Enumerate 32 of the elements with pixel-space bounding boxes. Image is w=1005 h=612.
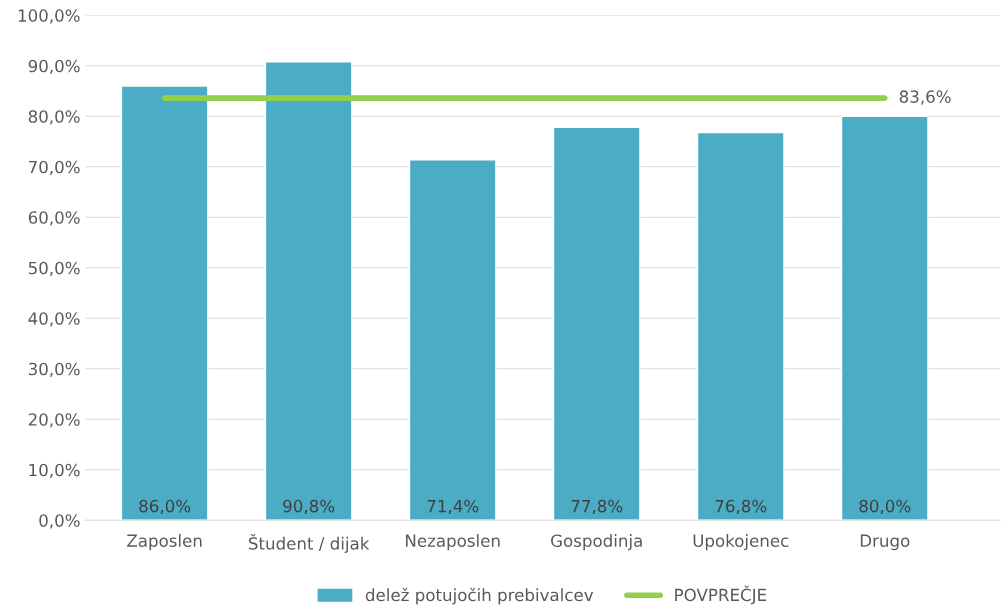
legend-label: delež potujočih prebivalcev [365, 587, 594, 605]
data-label: 80,0% [859, 499, 911, 515]
x-tick-label: Zaposlen [127, 534, 202, 551]
x-tick-label: Upokojenec [693, 534, 789, 551]
data-label: 71,4% [427, 499, 479, 515]
y-tick-label: 80,0% [28, 110, 80, 125]
bar [120, 85, 209, 521]
y-tick-label: 20,0% [28, 413, 80, 428]
y-tick-label: 60,0% [28, 211, 80, 226]
y-tick-label: 100,0% [18, 9, 80, 24]
y-tick-label: 70,0% [28, 160, 80, 176]
x-tick-label: Gospodinja [551, 534, 642, 551]
y-tick-label: 50,0% [28, 261, 80, 277]
bar [408, 159, 497, 521]
bar [696, 131, 785, 521]
data-label: 77,8% [571, 499, 623, 515]
y-tick-label: 0,0% [39, 514, 80, 529]
legend-label: POVPREČJE [675, 585, 767, 605]
data-label: 86,0% [139, 499, 191, 515]
y-tick-label: 90,0% [28, 59, 80, 75]
bar [264, 61, 353, 521]
x-tick-label: Nezaposlen [406, 534, 500, 551]
x-tick-label: Študent / dijak [249, 534, 370, 553]
y-tick-label: 40,0% [28, 312, 80, 327]
y-tick-label: 10,0% [29, 463, 80, 478]
data-label: 83,6% [899, 90, 951, 105]
data-label: 90,8% [283, 499, 335, 515]
bar [552, 126, 641, 521]
data-label: 76,8% [715, 499, 767, 515]
bar [840, 115, 929, 521]
y-tick-label: 30,0% [28, 362, 80, 377]
x-tick-label: Drugo [860, 534, 910, 551]
